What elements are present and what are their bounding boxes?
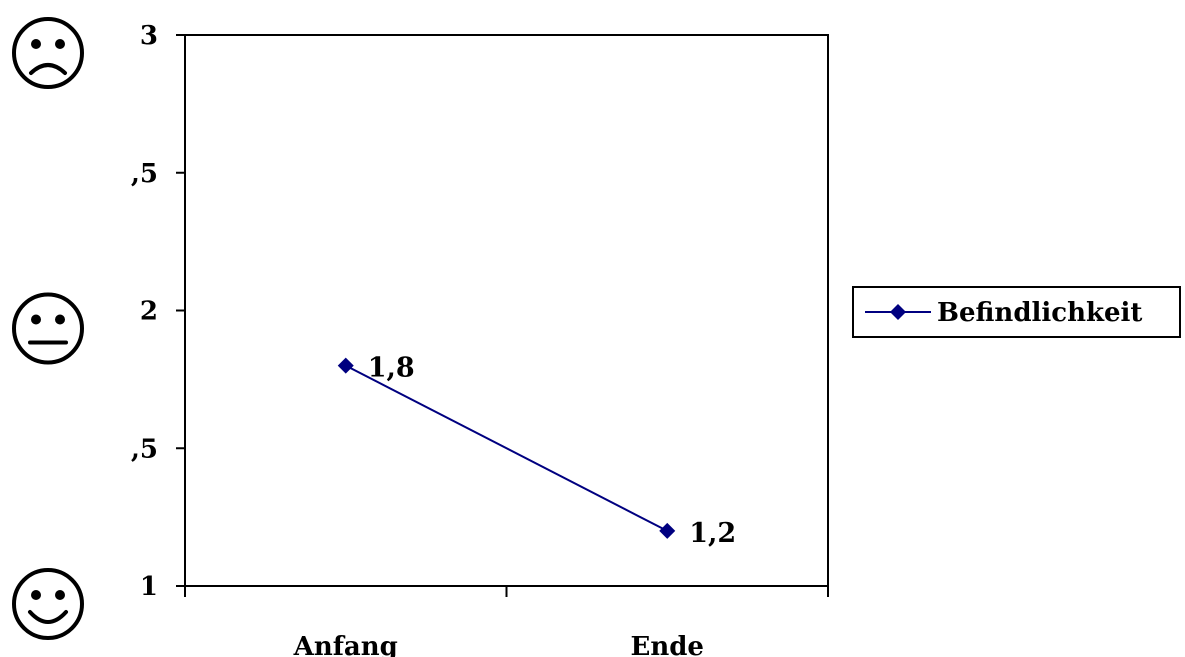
x-category-label: Anfang (293, 632, 398, 657)
series-marker (338, 358, 354, 374)
sad-face-icon (14, 19, 82, 87)
happy-face-icon (14, 570, 82, 638)
data-label: 1,8 (368, 353, 415, 384)
plot-area-border (185, 35, 828, 586)
face-eye (55, 39, 65, 49)
legend-label: Befindlichkeit (937, 298, 1142, 328)
y-tick-label: ,5 (131, 159, 158, 189)
y-tick-label: ,5 (131, 434, 158, 464)
x-category-label: Ende (631, 632, 704, 657)
face-eye (55, 590, 65, 600)
face-outline (14, 295, 82, 363)
face-mouth (30, 612, 66, 622)
y-tick-label: 2 (140, 297, 158, 327)
face-eye (55, 315, 65, 325)
face-mouth (31, 65, 65, 73)
neutral-face-icon (14, 295, 82, 363)
axes (176, 35, 828, 597)
series-befindlichkeit (338, 358, 676, 539)
y-tick-labels: 3 ,5 2 ,5 1 (131, 21, 158, 602)
data-label: 1,2 (689, 518, 736, 549)
y-tick-label: 3 (140, 21, 158, 51)
y-tick-label: 1 (140, 572, 158, 602)
legend: Befindlichkeit (853, 287, 1180, 337)
face-outline (14, 570, 82, 638)
face-eye (31, 590, 41, 600)
data-labels: 1,8 1,2 (368, 353, 736, 549)
face-eye (31, 39, 41, 49)
x-category-labels: Anfang Ende (293, 632, 704, 657)
series-line (346, 366, 668, 531)
series-marker (659, 523, 675, 539)
face-icons (14, 19, 82, 638)
face-outline (14, 19, 82, 87)
face-eye (31, 315, 41, 325)
